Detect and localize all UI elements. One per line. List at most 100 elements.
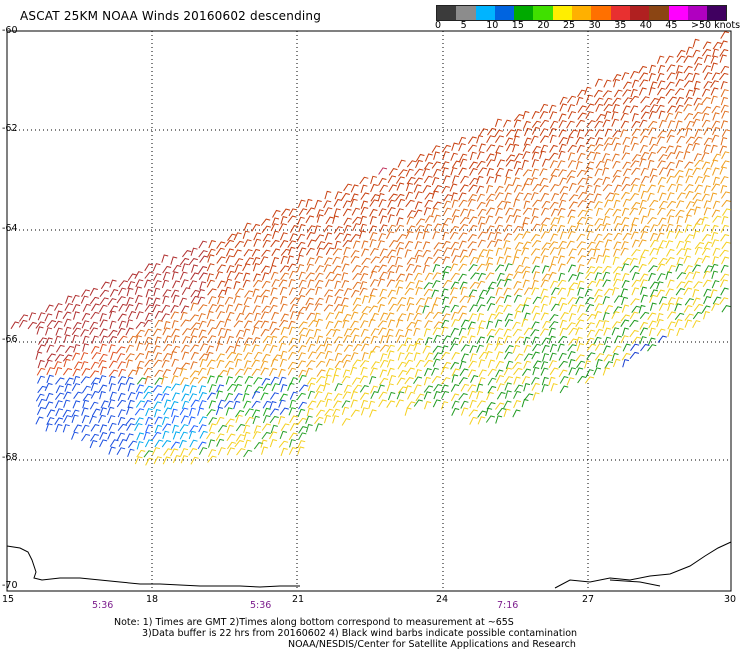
wind-barb (586, 120, 596, 128)
wind-barb (460, 175, 469, 184)
wind-barb (694, 218, 705, 226)
wind-barb (405, 182, 414, 192)
wind-barb (395, 399, 404, 408)
wind-barb (694, 159, 704, 168)
wind-barb (649, 281, 659, 289)
wind-barb (350, 399, 358, 408)
wind-barb (460, 407, 469, 416)
wind-barb (476, 336, 486, 345)
wind-barb (557, 287, 567, 296)
wind-barb (343, 246, 351, 256)
wind-barb (323, 289, 334, 297)
wind-barb (154, 319, 163, 328)
wind-barb (649, 232, 658, 241)
wind-barb (693, 97, 702, 106)
wind-barb (91, 352, 101, 360)
wind-barb (359, 392, 370, 400)
wind-barb (352, 223, 361, 232)
wind-barb (441, 401, 449, 410)
wind-barb (370, 335, 378, 345)
wind-barb (476, 201, 486, 210)
wind-barb (469, 151, 477, 161)
wind-barb (225, 255, 234, 264)
wind-barb (701, 175, 710, 184)
wind-barb (512, 225, 523, 234)
wind-barb (35, 351, 43, 360)
wind-barb (271, 311, 279, 321)
wind-barb (532, 271, 540, 280)
wind-barb (540, 224, 548, 233)
wind-barb (515, 304, 525, 312)
wind-barb (134, 423, 143, 431)
wind-barb (548, 104, 557, 113)
wind-barb (594, 129, 604, 138)
wind-barb (450, 192, 458, 201)
wind-barb (432, 345, 442, 353)
wind-barb (585, 224, 594, 233)
wind-barb (136, 432, 145, 441)
wind-barb (270, 223, 279, 232)
wind-barb (558, 137, 568, 145)
wind-barb (324, 392, 333, 401)
wind-barb (415, 280, 423, 289)
wind-barb (504, 184, 513, 192)
wind-barb (496, 279, 505, 288)
wind-barb (253, 295, 262, 304)
wind-barb (216, 416, 225, 425)
wind-barb (559, 327, 568, 336)
wind-barb (684, 214, 692, 223)
wind-barb (640, 105, 651, 113)
wind-barb (208, 240, 216, 249)
wind-barb (604, 361, 614, 369)
wind-barb (593, 266, 603, 274)
wind-barb (243, 449, 253, 458)
wind-barb (378, 177, 387, 186)
wind-barb (387, 271, 395, 280)
wind-barb (252, 415, 260, 425)
wind-barb (720, 273, 730, 282)
wind-barb (476, 400, 486, 408)
wind-barb (494, 328, 504, 336)
wind-barb (153, 456, 162, 465)
colorbar-swatch (668, 6, 688, 20)
wind-barb (216, 384, 225, 393)
wind-barb (368, 400, 376, 410)
wind-barb (674, 319, 683, 328)
wind-barb (280, 326, 289, 335)
plot-frame (6, 30, 732, 592)
wind-barb (675, 209, 685, 218)
wind-barb (262, 400, 272, 409)
wind-barb (269, 401, 277, 410)
wind-barb (531, 126, 540, 135)
wind-barb (613, 184, 622, 193)
wind-barb (531, 240, 542, 248)
wind-barb (629, 95, 639, 104)
wind-barb (117, 361, 126, 369)
wind-barb (593, 152, 601, 161)
wind-barb (658, 217, 667, 226)
wind-barb (657, 130, 667, 138)
wind-barb (37, 385, 47, 394)
wind-barb (468, 313, 477, 322)
wind-barb (370, 312, 379, 322)
wind-barb (559, 376, 569, 384)
wind-barb (675, 297, 683, 306)
wind-barb (80, 361, 89, 370)
wind-barb (100, 335, 108, 344)
wind-barb (523, 312, 531, 321)
wind-barb (342, 313, 352, 322)
wind-barb (305, 415, 313, 424)
wind-barb (611, 137, 620, 146)
wind-barb (622, 327, 629, 336)
wind-barb (307, 343, 316, 352)
wind-barb (458, 305, 467, 314)
wind-barb (612, 266, 623, 274)
wind-barb (521, 266, 531, 274)
wind-barb (352, 240, 361, 249)
wind-barb (316, 376, 326, 384)
wind-barb (541, 242, 551, 250)
wind-barb (135, 384, 144, 393)
coastline-shelf (609, 579, 661, 587)
wind-barb (407, 391, 416, 400)
wind-barb (288, 337, 297, 346)
